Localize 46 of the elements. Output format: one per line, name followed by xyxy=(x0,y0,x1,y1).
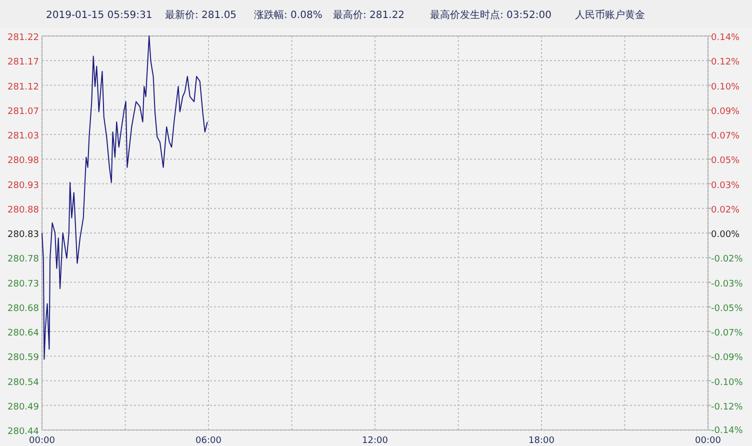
y2-tick-label: 0.05% xyxy=(711,156,740,166)
y2-tick-label: -0.14% xyxy=(711,426,744,436)
y-tick-label: 280.68 xyxy=(8,304,40,314)
x-tick-label: 00:00 xyxy=(695,436,722,446)
y-tick-label: 280.64 xyxy=(8,328,40,338)
y-tick-label: 281.12 xyxy=(8,82,39,92)
y-tick-label: 280.44 xyxy=(8,427,40,437)
text: 涨跌幅: 0.08% xyxy=(254,9,322,21)
y2-tick-label: 0.03% xyxy=(711,180,740,191)
y-tick-label: 280.49 xyxy=(8,402,40,412)
y-tick-label: 281.03 xyxy=(8,132,39,142)
y-tick-label: 280.78 xyxy=(8,254,40,265)
text: 最高价发生时点: 03:52:00 xyxy=(430,9,552,21)
y2-tick-label: -0.09% xyxy=(711,353,744,364)
y2-tick-label: -0.02% xyxy=(711,254,744,265)
chart-title: 2019-01-15 05:59:31 xyxy=(46,10,152,21)
y2-tick-label: 0.14% xyxy=(711,33,740,43)
y2-tick-label: -0.12% xyxy=(711,402,744,412)
y2-tick-label: -0.07% xyxy=(711,328,744,338)
line-series xyxy=(42,36,208,360)
y-tick-label: 281.07 xyxy=(8,106,39,117)
y2-tick-label: -0.10% xyxy=(711,378,744,388)
x-tick-label: 00:00 xyxy=(29,436,56,446)
y2-tick-label: 0.00% xyxy=(711,230,740,240)
y-tick-label: 281.17 xyxy=(8,58,39,68)
text: 最高价: 281.22 xyxy=(333,9,405,21)
y-tick-label: 280.73 xyxy=(8,279,39,290)
y2-tick-label: -0.05% xyxy=(711,304,744,314)
y2-tick-label: 0.12% xyxy=(711,58,740,68)
x-tick-label: 12:00 xyxy=(362,436,388,446)
y2-tick-label: -0.03% xyxy=(711,279,744,290)
y-tick-label: 280.88 xyxy=(8,205,40,216)
text: 最新价: 281.05 xyxy=(165,9,237,21)
y-tick-label: 280.98 xyxy=(8,156,40,166)
y2-tick-label: 0.09% xyxy=(711,106,740,117)
y-tick-label: 280.54 xyxy=(8,378,40,388)
x-tick-label: 06:00 xyxy=(196,436,222,446)
y-tick-label: 280.83 xyxy=(8,230,39,240)
y-tick-label: 281.22 xyxy=(8,33,39,43)
y2-tick-label: 0.10% xyxy=(711,82,740,92)
y2-tick-label: 0.02% xyxy=(711,205,740,216)
y2-tick-label: 0.07% xyxy=(711,132,740,142)
text: 人民币账户黄金 xyxy=(575,9,645,21)
x-tick-label: 18:00 xyxy=(528,436,555,446)
y-tick-label: 280.59 xyxy=(8,353,40,364)
y-tick-label: 280.93 xyxy=(8,180,39,191)
